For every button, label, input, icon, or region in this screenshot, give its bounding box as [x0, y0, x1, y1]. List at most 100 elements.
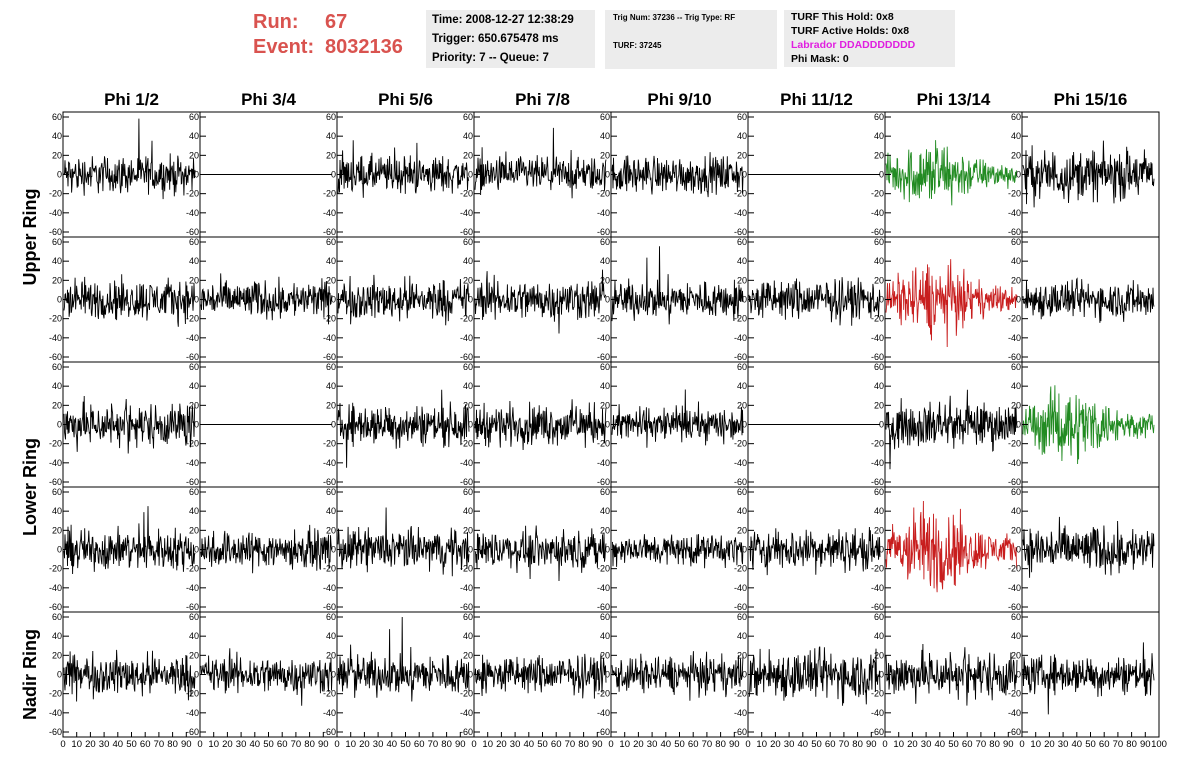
y-tick-label: 20 — [874, 650, 884, 660]
y-tick-label: 60 — [52, 612, 62, 622]
y-tick-label: 40 — [189, 256, 199, 266]
x-tick-label: 0 — [197, 739, 202, 750]
y-tick-label: 20 — [326, 650, 336, 660]
y-tick-label: -20 — [460, 439, 473, 449]
y-tick-label: 40 — [874, 256, 884, 266]
x-tick-label: 70 — [1113, 739, 1124, 750]
y-tick-label: 0 — [331, 170, 336, 180]
x-tick-label: 30 — [510, 739, 521, 750]
y-tick-label: -40 — [460, 708, 473, 718]
y-tick-label: -60 — [1008, 227, 1021, 237]
waveform-trace — [63, 649, 196, 702]
x-tick-label: 20 — [1044, 739, 1055, 750]
y-tick-label: 40 — [1011, 256, 1021, 266]
y-tick-label: 20 — [600, 275, 610, 285]
y-tick-label: -60 — [186, 352, 199, 362]
y-tick-label: 40 — [189, 381, 199, 391]
y-tick-label: 0 — [1016, 420, 1021, 430]
y-tick-label: -60 — [597, 352, 610, 362]
y-tick-label: 60 — [1011, 237, 1021, 247]
y-tick-label: -20 — [597, 564, 610, 574]
y-tick-label: -60 — [460, 727, 473, 737]
y-tick-label: 20 — [189, 525, 199, 535]
y-tick-label: 20 — [463, 400, 473, 410]
y-tick-label: -60 — [460, 477, 473, 487]
y-tick-label: 60 — [874, 237, 884, 247]
x-tick-label: 60 — [825, 739, 836, 750]
x-tick-label: 0 — [608, 739, 613, 750]
y-tick-label: -20 — [734, 189, 747, 199]
y-tick-label: 40 — [874, 381, 884, 391]
y-tick-label: 0 — [468, 420, 473, 430]
y-tick-label: 60 — [874, 487, 884, 497]
x-tick-label: 40 — [798, 739, 809, 750]
y-tick-label: 20 — [1011, 525, 1021, 535]
y-tick-label: -60 — [49, 352, 62, 362]
y-tick-label: -40 — [323, 458, 336, 468]
y-tick-label: 40 — [326, 506, 336, 516]
column-header: Phi 7/8 — [515, 90, 570, 109]
y-tick-label: 0 — [742, 420, 747, 430]
column-header: Phi 13/14 — [917, 90, 991, 109]
column-header: Phi 15/16 — [1054, 90, 1128, 109]
y-tick-label: -60 — [49, 727, 62, 737]
y-tick-label: -20 — [1008, 314, 1021, 324]
column-header: Phi 9/10 — [647, 90, 711, 109]
waveform-trace — [885, 259, 1018, 348]
y-tick-label: 60 — [737, 112, 747, 122]
x-tick-label: 10 — [893, 739, 904, 750]
y-tick-label: -20 — [186, 314, 199, 324]
x-tick-label: 70 — [154, 739, 165, 750]
x-tick-label: 10 — [482, 739, 493, 750]
y-tick-label: -40 — [597, 333, 610, 343]
x-tick-label: 90 — [1003, 739, 1014, 750]
x-tick-label: 30 — [784, 739, 795, 750]
y-tick-label: -60 — [871, 227, 884, 237]
y-tick-label: -20 — [597, 689, 610, 699]
y-tick-label: 60 — [189, 237, 199, 247]
trigger-info-box: Trig Num: 37236 -- Trig Type: RF TURF: 3… — [605, 10, 777, 69]
y-tick-label: -40 — [186, 583, 199, 593]
y-tick-label: 20 — [463, 275, 473, 285]
event-label: Event: — [253, 36, 315, 58]
y-tick-label: 40 — [326, 256, 336, 266]
event-header: Run: 67 Event: 8032136 Time: 2008-12-27 12… — [0, 0, 1196, 80]
x-tick-label: 90 — [1140, 739, 1151, 750]
y-tick-label: -20 — [597, 314, 610, 324]
y-tick-label: 40 — [326, 131, 336, 141]
x-tick-label: 90 — [592, 739, 603, 750]
waveform-trace — [611, 389, 744, 448]
y-tick-label: 40 — [463, 381, 473, 391]
y-tick-label: -20 — [186, 189, 199, 199]
y-tick-label: 40 — [52, 631, 62, 641]
y-tick-label: 0 — [57, 170, 62, 180]
x-tick-label: 30 — [921, 739, 932, 750]
y-tick-label: 60 — [189, 487, 199, 497]
turf-active-holds: TURF Active Holds: 0x8 — [791, 25, 910, 37]
y-tick-label: -60 — [597, 602, 610, 612]
y-tick-label: 40 — [52, 381, 62, 391]
y-tick-label: 60 — [737, 237, 747, 247]
x-tick-label: 0 — [745, 739, 750, 750]
ring-label: Upper Ring — [20, 189, 40, 286]
y-tick-label: -40 — [323, 708, 336, 718]
y-tick-label: 0 — [605, 170, 610, 180]
y-tick-label: 40 — [463, 506, 473, 516]
waveform-trace — [337, 616, 470, 702]
x-tick-label: 40 — [113, 739, 124, 750]
y-tick-label: 20 — [326, 400, 336, 410]
y-tick-label: -20 — [871, 689, 884, 699]
y-tick-label: 60 — [326, 487, 336, 497]
y-tick-label: 40 — [52, 131, 62, 141]
column-header: Phi 11/12 — [780, 90, 853, 109]
y-tick-label: -60 — [323, 727, 336, 737]
x-tick-label: 20 — [359, 739, 370, 750]
x-tick-label: 30 — [99, 739, 110, 750]
y-tick-label: 40 — [874, 631, 884, 641]
y-tick-label: -20 — [460, 189, 473, 199]
y-tick-label: 20 — [463, 525, 473, 535]
waveform-trace — [611, 651, 744, 701]
y-tick-label: -40 — [49, 708, 62, 718]
y-tick-label: -40 — [871, 708, 884, 718]
y-tick-label: 0 — [879, 670, 884, 680]
